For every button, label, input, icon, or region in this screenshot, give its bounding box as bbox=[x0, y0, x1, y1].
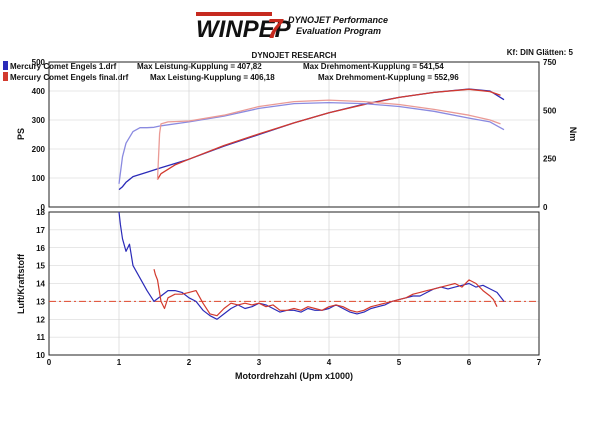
legend-run1-power: Max Leistung-Kupplung = 407,82 bbox=[137, 62, 262, 71]
power-torque-panel: 0 100 200 300 400 500 0 250 500 750 PS Nm bbox=[16, 58, 578, 212]
tick-label-rpm-5: 5 bbox=[397, 358, 402, 367]
tick-label-afr-15: 15 bbox=[36, 262, 45, 271]
tick-label-ps-100: 100 bbox=[32, 174, 46, 183]
bottom-panel-frame bbox=[48, 211, 540, 356]
tick-label-rpm-2: 2 bbox=[187, 358, 192, 367]
series-line-torque-run2 bbox=[156, 99, 501, 180]
tick-label-ps-200: 200 bbox=[32, 145, 46, 154]
logo-text: WINPEP bbox=[196, 16, 292, 43]
winpep-logo: WINPEP 7 bbox=[196, 12, 292, 44]
tick-label-rpm-3: 3 bbox=[257, 358, 262, 367]
tick-label-ps-0: 0 bbox=[41, 203, 46, 212]
brand-line-1: DYNOJET Performance bbox=[288, 15, 388, 25]
tick-label-rpm-0: 0 bbox=[47, 358, 52, 367]
tick-label-afr-17: 17 bbox=[36, 226, 45, 235]
series-line-power-run1 bbox=[118, 88, 505, 191]
x-axis-label: Motordrehzahl (Upm x1000) bbox=[235, 371, 353, 381]
tick-label-afr-18: 18 bbox=[36, 208, 45, 217]
y-axis-label-ps: PS bbox=[16, 128, 26, 140]
top-ticks: 0 100 200 300 400 500 0 250 500 750 bbox=[32, 58, 557, 212]
top-series bbox=[118, 88, 505, 191]
tick-label-afr-16: 16 bbox=[36, 244, 45, 253]
legend-swatch-run1 bbox=[3, 61, 8, 70]
series-line-afr-run2 bbox=[153, 269, 498, 317]
correction-info: Kf: DIN Glätten: 5 bbox=[507, 48, 574, 57]
y2-axis-label-nm: Nm bbox=[568, 127, 578, 142]
tick-label-nm-0: 0 bbox=[543, 203, 548, 212]
tick-label-ps-400: 400 bbox=[32, 87, 46, 96]
bottom-series bbox=[118, 211, 505, 320]
tick-label-nm-500: 500 bbox=[543, 106, 557, 115]
legend-run2-power: Max Leistung-Kupplung = 406,18 bbox=[150, 73, 275, 82]
legend-run1-torque: Max Drehmoment-Kupplung = 541,54 bbox=[303, 62, 444, 71]
tick-label-afr-11: 11 bbox=[37, 333, 46, 342]
legend: Mercury Comet Engels 1.drf Max Leistung-… bbox=[3, 61, 459, 82]
tick-label-ps-500: 500 bbox=[32, 58, 46, 67]
tick-label-nm-250: 250 bbox=[543, 155, 557, 164]
brand-line-2: Evaluation Program bbox=[296, 26, 381, 36]
legend-run2-name: Mercury Comet Engels final.drf bbox=[10, 73, 129, 82]
logo-mark: 7 bbox=[267, 13, 284, 44]
tick-label-afr-12: 12 bbox=[36, 315, 45, 324]
legend-swatch-run2 bbox=[3, 72, 8, 81]
tick-label-rpm-1: 1 bbox=[117, 358, 122, 367]
research-title: DYNOJET RESEARCH bbox=[252, 51, 337, 60]
top-panel-frame bbox=[48, 61, 540, 208]
tick-label-afr-10: 10 bbox=[36, 351, 45, 360]
tick-label-ps-300: 300 bbox=[32, 116, 46, 125]
y-axis-label-afr: Luft/Kraftstoff bbox=[16, 253, 26, 314]
series-line-power-run2 bbox=[156, 88, 501, 180]
tick-label-rpm-6: 6 bbox=[467, 358, 472, 367]
tick-label-afr-14: 14 bbox=[36, 280, 45, 289]
tick-label-afr-13: 13 bbox=[36, 297, 45, 306]
tick-label-rpm-4: 4 bbox=[327, 358, 332, 367]
tick-label-rpm-7: 7 bbox=[537, 358, 542, 367]
series-line-torque-run1 bbox=[118, 101, 505, 184]
top-grid bbox=[49, 62, 539, 207]
tick-label-nm-750: 750 bbox=[543, 58, 557, 67]
legend-run2-torque: Max Drehmoment-Kupplung = 552,96 bbox=[318, 73, 459, 82]
legend-run1-name: Mercury Comet Engels 1.drf bbox=[10, 62, 117, 71]
